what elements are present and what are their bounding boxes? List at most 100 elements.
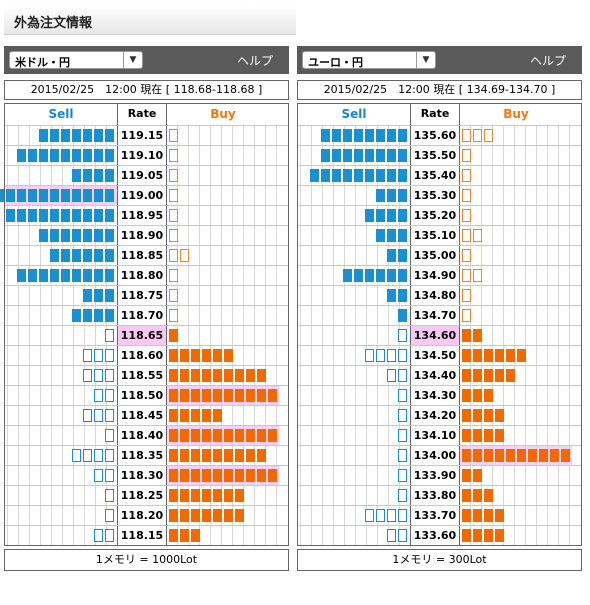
order-row: 119.15	[5, 125, 288, 145]
sell-volume-block	[28, 189, 37, 202]
buy-header: Buy	[503, 107, 529, 121]
sell-volume-block-outline	[94, 449, 103, 462]
buy-volume-cell	[167, 286, 279, 305]
rate-value: 134.40	[410, 366, 460, 385]
order-row: 118.20	[5, 505, 288, 525]
sell-volume-cell	[298, 526, 410, 545]
rate-value: 118.75	[117, 286, 167, 305]
buy-volume-block	[169, 329, 178, 342]
sell-volume-block	[354, 169, 363, 182]
buy-volume-block	[462, 429, 471, 442]
help-link[interactable]: ヘルプ	[236, 54, 273, 68]
sell-volume-block	[39, 189, 48, 202]
sell-volume-cell	[5, 326, 117, 345]
buy-volume-block-outline	[473, 229, 482, 242]
buy-volume-block	[180, 349, 189, 362]
sell-volume-block	[376, 149, 385, 162]
buy-volume-block	[268, 469, 277, 482]
sell-volume-cell	[0, 186, 117, 205]
buy-volume-block	[257, 369, 266, 382]
sell-volume-block-outline	[105, 529, 114, 542]
sell-volume-block	[398, 149, 407, 162]
buy-volume-block-outline	[169, 289, 178, 302]
sell-volume-block	[105, 289, 114, 302]
page-title: 外為注文情報	[14, 16, 93, 31]
buy-volume-block	[169, 389, 178, 402]
buy-volume-block	[191, 429, 200, 442]
sell-volume-block	[105, 189, 114, 202]
buy-volume-block	[169, 449, 178, 462]
buy-volume-block	[213, 469, 222, 482]
buy-volume-block	[462, 409, 471, 422]
order-row: 118.45	[5, 405, 288, 425]
buy-volume-block	[191, 449, 200, 462]
rate-value: 118.95	[117, 206, 167, 225]
sell-volume-block	[94, 169, 103, 182]
sell-volume-block	[17, 189, 26, 202]
sell-volume-cell	[5, 526, 117, 545]
sell-volume-block	[94, 189, 103, 202]
order-grid: Sell Rate Buy 119.15 119.10 119.05 119.00 11…	[0, 103, 289, 546]
currency-pair-select[interactable]: ユーロ・円 ▼	[302, 51, 436, 69]
sell-volume-cell	[298, 466, 410, 485]
sell-volume-block-outline	[387, 509, 396, 522]
sell-volume-block	[94, 289, 103, 302]
grid-header-row: Sell Rate Buy	[298, 104, 581, 125]
buy-volume-block-outline	[484, 129, 493, 142]
sell-volume-block	[354, 269, 363, 282]
buy-volume-block-outline	[169, 249, 178, 262]
order-row: 133.70	[298, 505, 581, 525]
sell-volume-block-outline	[105, 489, 114, 502]
sell-volume-cell	[298, 406, 410, 425]
chevron-down-icon[interactable]: ▼	[416, 52, 435, 68]
sell-volume-block-outline	[398, 449, 407, 462]
sell-volume-block	[387, 209, 396, 222]
buy-volume-block	[246, 469, 255, 482]
sell-volume-block-outline	[105, 369, 114, 382]
buy-volume-block	[462, 369, 471, 382]
rate-value: 119.00	[117, 186, 167, 205]
sell-volume-block	[61, 189, 70, 202]
buy-volume-block	[235, 509, 244, 522]
buy-volume-cell	[460, 346, 572, 365]
sell-volume-block-outline	[105, 429, 114, 442]
sell-volume-block	[398, 269, 407, 282]
sell-volume-block-outline	[105, 469, 114, 482]
buy-volume-block	[473, 429, 482, 442]
buy-volume-block	[246, 369, 255, 382]
chevron-down-icon[interactable]: ▼	[123, 52, 142, 68]
buy-volume-block	[506, 449, 515, 462]
sell-volume-block	[398, 189, 407, 202]
buy-volume-block	[550, 449, 559, 462]
sell-volume-block-outline	[398, 469, 407, 482]
buy-volume-cell	[460, 526, 572, 545]
rate-value: 118.80	[117, 266, 167, 285]
sell-volume-block	[72, 149, 81, 162]
currency-pair-select[interactable]: 米ドル・円 ▼	[9, 51, 143, 69]
buy-volume-block	[484, 429, 493, 442]
buy-volume-cell	[460, 166, 572, 185]
buy-volume-block	[191, 389, 200, 402]
sell-volume-cell	[298, 146, 410, 165]
rate-value: 118.25	[117, 486, 167, 505]
sell-volume-cell	[298, 206, 410, 225]
sell-volume-cell	[298, 326, 410, 345]
grid-header-row: Sell Rate Buy	[5, 104, 288, 125]
buy-volume-block	[462, 389, 471, 402]
buy-volume-cell	[460, 266, 572, 285]
buy-volume-block	[462, 349, 471, 362]
currency-pair-value: ユーロ・円	[308, 56, 363, 69]
sell-volume-block	[28, 149, 37, 162]
sell-volume-block	[83, 209, 92, 222]
buy-volume-block	[495, 509, 504, 522]
buy-volume-block	[484, 449, 493, 462]
sell-volume-block	[39, 269, 48, 282]
sell-volume-block-outline	[105, 389, 114, 402]
buy-volume-cell	[167, 166, 279, 185]
sell-volume-block	[332, 149, 341, 162]
buy-volume-block	[235, 489, 244, 502]
buy-volume-block-outline	[169, 209, 178, 222]
help-link[interactable]: ヘルプ	[529, 54, 566, 68]
order-row: 119.00	[0, 185, 288, 205]
buy-volume-cell	[460, 466, 572, 485]
